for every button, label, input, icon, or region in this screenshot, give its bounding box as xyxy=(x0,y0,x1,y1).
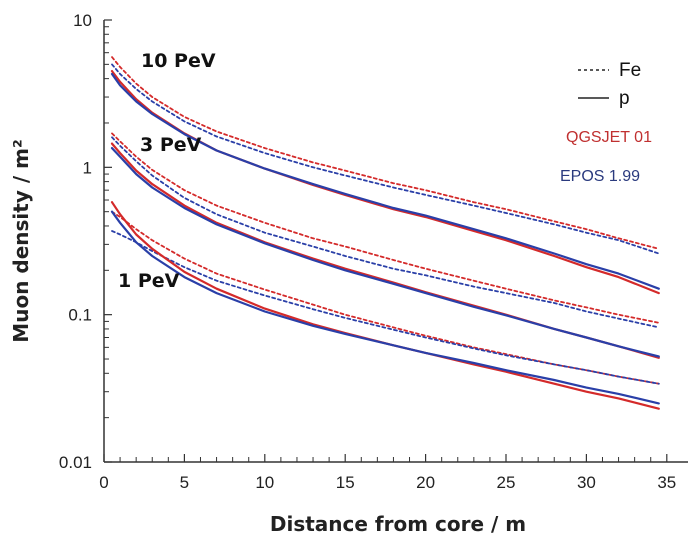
x-tick-label-2: 10 xyxy=(255,473,274,492)
legend-qgsjet-label: QGSJET 01 xyxy=(566,129,652,146)
series-1pev-epos-p xyxy=(110,210,660,405)
tick-labels: 0 5 10 15 20 25 30 35 0.01 0.1 1 10 xyxy=(59,11,676,492)
minor-ticks xyxy=(104,26,652,462)
energy-label-3pev: 3 PeV xyxy=(140,134,202,156)
x-axis-title: Distance from core / m xyxy=(270,512,526,536)
major-ticks xyxy=(103,19,668,463)
y-tick-label-3: 10 xyxy=(73,11,92,30)
x-tick-label-0: 0 xyxy=(99,473,108,492)
y-tick-label-2: 1 xyxy=(83,158,92,177)
series-1pev-qgsjet-p xyxy=(110,201,660,410)
series-10pev-epos-p xyxy=(110,72,660,290)
series-3pev-epos-fe xyxy=(111,136,660,329)
series-1pev-qgsjet-fe xyxy=(111,210,660,385)
series-3pev-epos-p xyxy=(110,147,660,358)
legend: Fe p QGSJET 01 EPOS 1.99 xyxy=(560,60,652,185)
x-tick-label-6: 30 xyxy=(577,473,596,492)
x-tick-label-3: 15 xyxy=(336,473,355,492)
series-lines xyxy=(110,56,660,410)
x-tick-label-5: 25 xyxy=(497,473,516,492)
y-tick-label-0: 0.01 xyxy=(59,453,92,472)
energy-label-10pev: 10 PeV xyxy=(141,50,216,72)
y-tick-label-1: 0.1 xyxy=(68,306,92,325)
x-tick-label-1: 5 xyxy=(180,473,189,492)
series-10pev-epos-fe xyxy=(111,63,660,255)
axes xyxy=(103,20,688,463)
series-3pev-qgsjet-fe xyxy=(111,132,660,324)
series-1pev-epos-fe xyxy=(111,230,660,385)
legend-p-label: p xyxy=(619,88,630,109)
legend-epos-label: EPOS 1.99 xyxy=(560,168,640,185)
energy-label-1pev: 1 PeV xyxy=(118,270,180,292)
y-axis-title: Muon density / m² xyxy=(9,139,33,342)
x-tick-label-4: 20 xyxy=(416,473,435,492)
legend-fe-label: Fe xyxy=(619,60,641,81)
series-10pev-qgsjet-fe xyxy=(111,56,660,250)
x-tick-label-7: 35 xyxy=(657,473,676,492)
